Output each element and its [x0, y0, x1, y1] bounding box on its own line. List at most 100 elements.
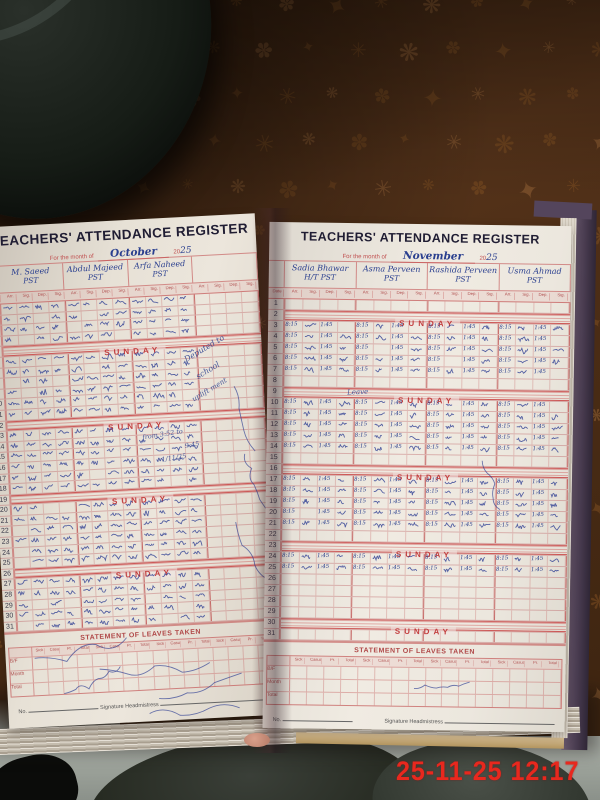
- departure-time-ink: 1:45: [460, 499, 473, 506]
- departure-time-ink: 1:45: [388, 520, 402, 527]
- grid-cell: [118, 403, 135, 415]
- teacher-group-cells: [284, 376, 356, 388]
- grid-cell: [512, 566, 531, 577]
- grid-cell: [153, 444, 170, 455]
- grid-cell: [441, 598, 459, 609]
- grid-cell: [352, 597, 371, 608]
- grid-cell: [217, 440, 235, 452]
- grid-cell: [477, 510, 496, 522]
- grid-cell: [404, 630, 423, 642]
- departure-time-ink: 1:45: [532, 445, 545, 452]
- left-page: TEACHERS' ATTENDANCE REGISTER For the mo…: [0, 213, 281, 729]
- grid-cell: [551, 335, 569, 347]
- col-header-cell: Dep.: [228, 282, 241, 291]
- grid-cell: [40, 439, 57, 451]
- grid-cell: [317, 530, 335, 541]
- departure-time-ink: 1:45: [319, 354, 333, 361]
- teacher-group-cells: 8:151:45: [284, 343, 357, 355]
- grid-cell: [115, 350, 133, 362]
- grid-cell: [226, 302, 243, 313]
- attendance-row: 1: [0, 291, 260, 316]
- leaves-cell: [527, 669, 545, 682]
- grid-cell: [406, 509, 425, 521]
- teacher-group-cells: 8:151:45: [285, 321, 357, 333]
- grid-cell: [549, 456, 568, 468]
- teacher-group-cells: 8:151:45: [281, 552, 354, 564]
- grid-cell: [497, 379, 516, 390]
- grid-cell: [105, 457, 122, 468]
- grid-cell: [59, 512, 77, 524]
- grid-cell: [51, 364, 69, 376]
- grid-cell: [119, 424, 137, 436]
- teacher-group-cells: [77, 520, 143, 533]
- grid-cell: 1:45: [459, 565, 477, 576]
- arrival-time-ink: 8:15: [356, 344, 369, 351]
- teacher-group-cells: [12, 523, 78, 537]
- grid-cell: 1:45: [389, 476, 407, 487]
- grid-cell: 8:15: [427, 345, 445, 356]
- grid-cell: [142, 540, 160, 551]
- grid-cell: [194, 293, 211, 305]
- grid-cell: 1:45: [389, 443, 408, 454]
- grid-cell: [185, 453, 203, 464]
- grid-cell: [136, 423, 153, 435]
- grid-cell: [372, 443, 390, 454]
- col-header-cell: Sig.: [20, 293, 33, 302]
- attendance-row: 7: [0, 354, 263, 380]
- teacher-name-cell: Arfa Naheed PST: [127, 256, 194, 286]
- grid-cell: [69, 374, 86, 385]
- teacher-group-cells: [72, 435, 138, 449]
- grid-cell: [63, 586, 80, 598]
- departure-time-ink: 1:45: [318, 442, 332, 449]
- attendance-row: 48:151:458:151:458:151:458:151:45: [267, 331, 570, 348]
- grid-cell: [29, 546, 47, 557]
- helmet-rim: [0, 0, 165, 78]
- leaves-cell: [324, 666, 342, 679]
- leaves-cell: [289, 679, 308, 692]
- grid-cell: [334, 519, 353, 531]
- grid-cell: [36, 376, 54, 387]
- teacher-group-cells: [351, 630, 424, 642]
- grid-cell: [210, 611, 228, 622]
- attendance-row: 6: [0, 344, 263, 369]
- grid-cell: [178, 315, 195, 327]
- teacher-group-cells: [76, 509, 142, 523]
- teacher-group-cells: [79, 572, 145, 586]
- grid-cell: [161, 295, 178, 306]
- grid-cell: [374, 300, 392, 311]
- teacher-group-cells: [141, 506, 206, 520]
- leaves-header-cell: Sick: [154, 642, 166, 649]
- grid-cell: [207, 536, 224, 548]
- grid-cell: [443, 422, 462, 433]
- grid-cell: [108, 520, 126, 532]
- departure-time-ink: 1:45: [462, 323, 476, 330]
- col-header-cell: Sig.: [555, 293, 569, 301]
- grid-cell: [203, 462, 220, 474]
- grid-cell: [443, 411, 462, 422]
- grid-cell: [173, 517, 190, 528]
- grid-cell: [333, 596, 352, 608]
- grid-cell: [334, 563, 353, 575]
- grid-cell: [212, 345, 230, 357]
- grid-cell: [426, 378, 445, 389]
- grid-cell: [77, 522, 94, 533]
- date-cell: 26: [0, 569, 16, 580]
- grid-cell: 1:45: [531, 511, 549, 522]
- grid-cell: [334, 530, 353, 542]
- col-header-cell: Dep.: [466, 292, 480, 300]
- leaves-header-cell: Casual: [310, 657, 322, 665]
- teacher-group-cells: [494, 599, 567, 611]
- teacher-group-cells: [73, 445, 139, 459]
- grid-cell: [61, 544, 78, 556]
- grid-cell: [84, 352, 101, 363]
- grid-cell: [110, 552, 127, 564]
- grid-cell: [443, 455, 461, 466]
- grid-cell: [479, 345, 498, 357]
- departure-time-ink: 1:45: [461, 433, 474, 440]
- handwritten-note: Leave: [347, 387, 369, 397]
